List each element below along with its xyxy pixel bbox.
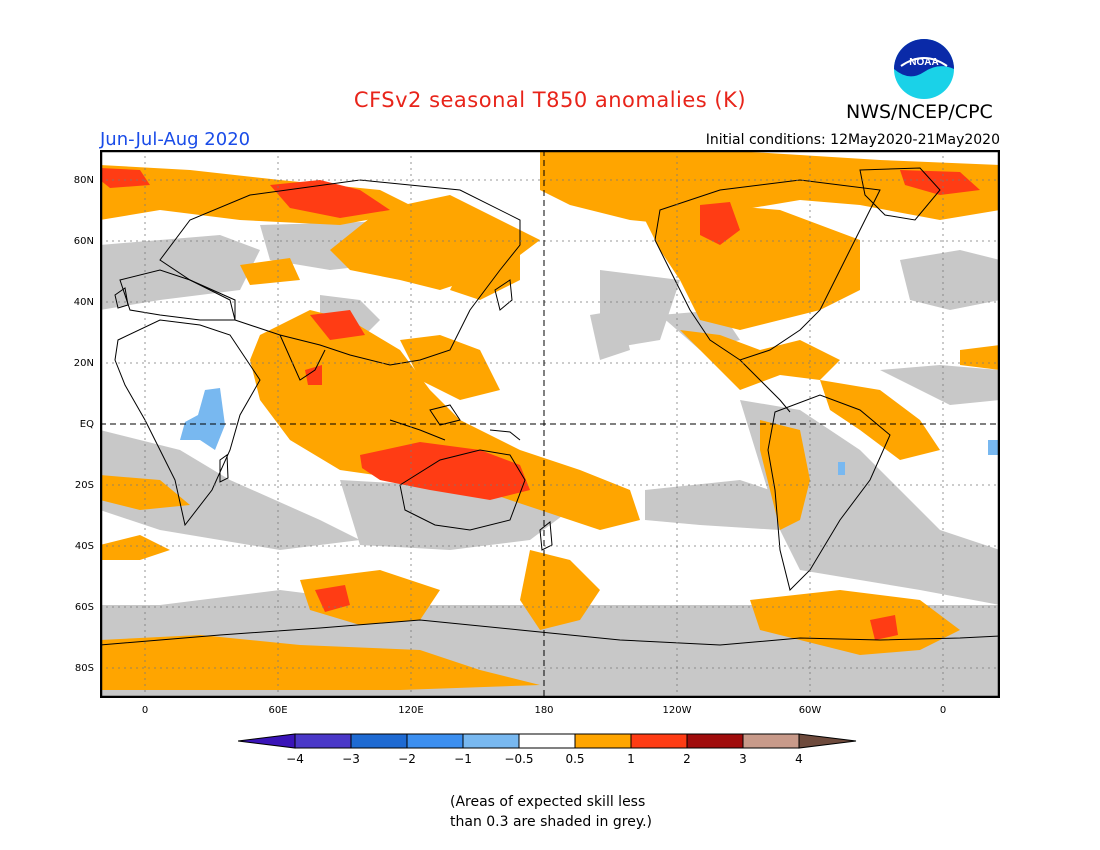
colorbar-segment xyxy=(518,733,576,749)
strong-warm-anomaly-regions xyxy=(100,168,980,640)
cool-anomaly-regions xyxy=(180,388,1000,475)
lat-label: 80N xyxy=(73,175,94,186)
lat-label: 40S xyxy=(74,541,94,552)
colorbar-segment xyxy=(686,733,744,749)
lat-label: 60N xyxy=(73,236,94,247)
lat-label: 40N xyxy=(73,297,94,308)
colorbar-segment xyxy=(406,733,464,749)
lon-label: 60E xyxy=(268,705,288,716)
map-title: CFSv2 seasonal T850 anomalies (K) xyxy=(353,88,747,112)
lon-label: 0 xyxy=(141,705,149,716)
colorbar-tick-label: 0.5 xyxy=(565,752,585,766)
colorbar-segment xyxy=(350,733,408,749)
colorbar-tick-label: −4 xyxy=(286,752,304,766)
colorbar-segment xyxy=(574,733,632,749)
lon-label: 120E xyxy=(398,705,424,716)
colorbar-tick-label: −3 xyxy=(342,752,360,766)
colorbar-segment xyxy=(630,733,688,749)
colorbar-tick-label: −0.5 xyxy=(504,752,534,766)
lon-label: 60W xyxy=(798,705,822,716)
map-dashed-reference-lines xyxy=(100,150,1000,698)
lat-label: 80S xyxy=(74,663,94,674)
lat-label: 20S xyxy=(74,480,94,491)
colorbar-left-arrow xyxy=(237,733,296,749)
lon-label: 180 xyxy=(534,705,554,716)
map-grid xyxy=(100,150,1000,698)
lat-label: 60S xyxy=(74,602,94,613)
lat-label: 20N xyxy=(73,358,94,369)
lon-label: 120W xyxy=(662,705,692,716)
warm-anomaly-regions xyxy=(100,150,1000,690)
lon-label: 0 xyxy=(939,705,947,716)
season-label: Jun-Jul-Aug 2020 xyxy=(100,129,251,150)
colorbar-tick-label: −2 xyxy=(398,752,416,766)
colorbar-tick-label: −1 xyxy=(454,752,472,766)
colorbar-segment xyxy=(294,733,352,749)
map-border xyxy=(100,150,1000,698)
colorbar-segment xyxy=(462,733,520,749)
colorbar-tick-label: 1 xyxy=(627,752,635,766)
lat-label: EQ xyxy=(79,419,94,430)
skill-note: (Areas of expected skill less than 0.3 a… xyxy=(450,794,653,830)
noaa-logo: NOAA xyxy=(893,38,955,100)
colorbar-tick-label: 4 xyxy=(795,752,803,766)
initial-conditions-label: Initial conditions: 12May2020-21May2020 xyxy=(705,132,1000,148)
color-scale-bar xyxy=(237,730,862,756)
colorbar-tick-label: 3 xyxy=(739,752,747,766)
noaa-logo-text: NOAA xyxy=(909,57,938,68)
colorbar-segment xyxy=(742,733,800,749)
anomaly-map xyxy=(100,150,1000,698)
colorbar-right-arrow xyxy=(798,733,857,749)
colorbar-tick-label: 2 xyxy=(683,752,691,766)
agency-label: NWS/NCEP/CPC xyxy=(846,101,993,123)
